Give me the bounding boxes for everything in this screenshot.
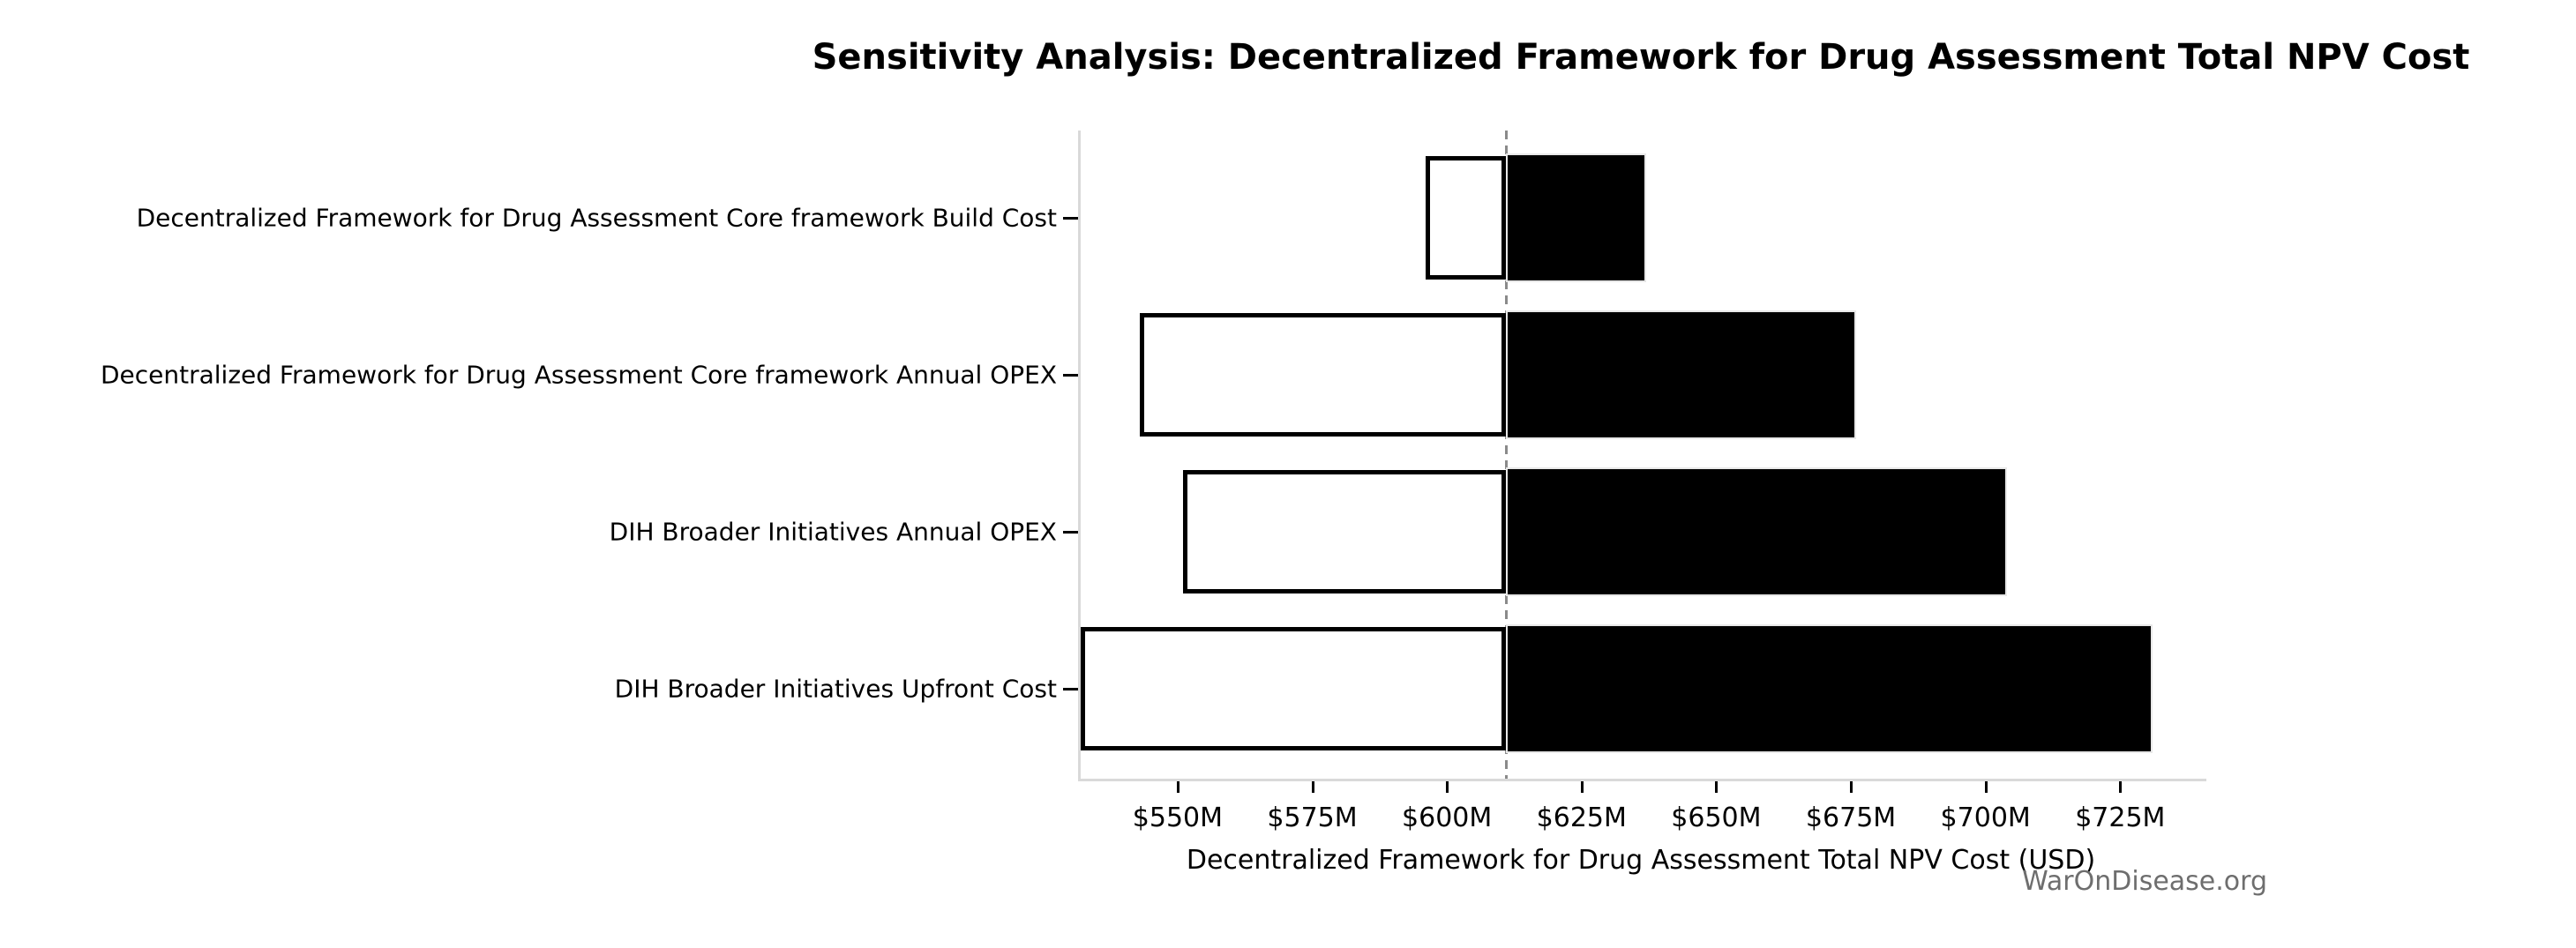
x-tick-label: $700M xyxy=(1940,802,2031,833)
category-label: DIH Broader Initiatives Annual OPEX xyxy=(609,517,1057,547)
bar-low-segment xyxy=(1425,156,1507,280)
x-tick-label: $725M xyxy=(2075,802,2166,833)
bar-high-segment xyxy=(1506,467,2008,596)
x-tick-label: $675M xyxy=(1805,802,1897,833)
chart-title: Sensitivity Analysis: Decentralized Fram… xyxy=(812,37,2470,78)
watermark: WarOnDisease.org xyxy=(2022,866,2267,897)
bar-low-segment xyxy=(1183,470,1507,593)
x-tick-mark xyxy=(1446,781,1449,793)
x-tick-label: $625M xyxy=(1536,802,1627,833)
x-tick-label: $575M xyxy=(1267,802,1358,833)
category-label: Decentralized Framework for Drug Assessm… xyxy=(136,203,1057,233)
x-tick-mark xyxy=(1715,781,1719,793)
x-axis-title: Decentralized Framework for Drug Assessm… xyxy=(1186,845,2096,876)
x-tick-mark xyxy=(1984,781,1988,793)
x-tick-mark xyxy=(1580,781,1584,793)
x-tick-label: $550M xyxy=(1132,802,1224,833)
x-tick-label: $650M xyxy=(1671,802,1762,833)
bar-high-segment xyxy=(1506,624,2153,753)
plot-area: $550M $575M $600M $625M $650M $675M $700M $725M xyxy=(1063,131,2206,833)
bar-high-segment xyxy=(1506,153,1647,282)
x-tick-mark xyxy=(1176,781,1179,793)
y-tick-mark xyxy=(1063,217,1078,220)
bar-high-segment xyxy=(1506,310,1857,439)
category-label: Decentralized Framework for Drug Assessm… xyxy=(100,360,1057,390)
x-tick-mark xyxy=(2119,781,2123,793)
x-tick-mark xyxy=(1311,781,1314,793)
x-tick-label: $600M xyxy=(1402,802,1493,833)
y-tick-mark xyxy=(1063,531,1078,534)
y-axis-labels: Decentralized Framework for Drug Assessm… xyxy=(0,0,1057,948)
bar-low-segment xyxy=(1140,313,1507,437)
bar-low-segment xyxy=(1081,627,1507,750)
baseline-line xyxy=(1505,131,1509,779)
y-tick-mark xyxy=(1063,374,1078,377)
category-label: DIH Broader Initiatives Upfront Cost xyxy=(614,674,1057,704)
y-tick-mark xyxy=(1063,688,1078,690)
x-tick-mark xyxy=(1850,781,1853,793)
